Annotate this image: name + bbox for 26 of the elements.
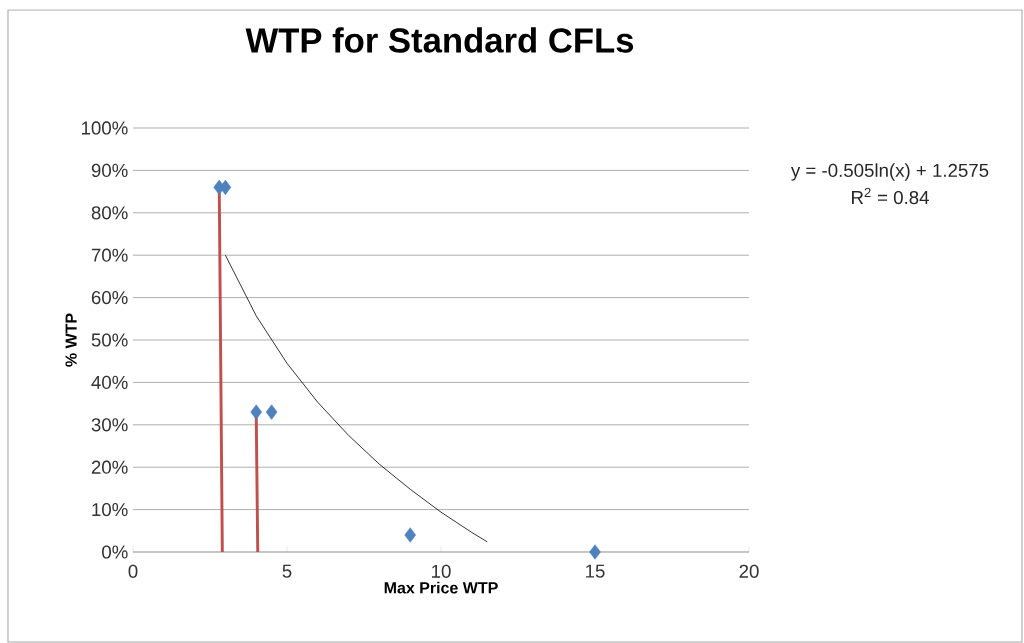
y-tick-label: 70%: [91, 248, 128, 262]
x-tick-label: 15: [586, 564, 605, 578]
line-series: [225, 254, 488, 543]
y-tick-label: 10%: [92, 502, 128, 517]
y-tick-label: 100%: [81, 121, 128, 135]
y-tick-label: 80%: [91, 206, 128, 220]
point: [265, 404, 278, 420]
chart-title: WTP for Standard CFLs: [245, 27, 634, 53]
y-tick-label: 50%: [91, 333, 128, 347]
x-tick-label: 0: [128, 564, 138, 578]
point: [404, 527, 416, 543]
x-tick-label: 20: [739, 564, 759, 578]
x-tick-label: 10: [432, 564, 451, 578]
text: R$^{2}$ = 0.84: [852, 187, 929, 205]
y-tick-label: 20%: [91, 460, 128, 474]
y-axis-title: % WTP: [65, 313, 77, 367]
x-tick-label: 5: [282, 564, 292, 578]
y-tick-label: 90%: [91, 163, 128, 178]
y-tick-label: 40%: [91, 375, 128, 390]
y-tick-label: 0%: [102, 545, 128, 559]
point: [589, 544, 601, 560]
y-tick-label: 60%: [91, 290, 128, 305]
text: y = -0.505ln(x) + 1.2575: [790, 163, 989, 181]
point: [250, 404, 262, 420]
y-tick-label: 30%: [91, 418, 128, 432]
x-axis-title: Max Price WTP: [384, 581, 498, 594]
